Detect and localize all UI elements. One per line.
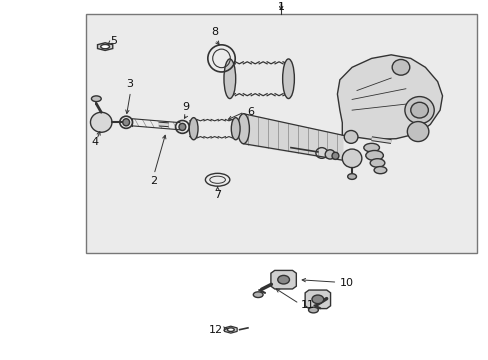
Polygon shape — [224, 326, 237, 333]
Ellipse shape — [347, 174, 356, 179]
Ellipse shape — [365, 150, 383, 161]
Text: 1: 1 — [277, 2, 284, 12]
Polygon shape — [97, 43, 113, 50]
Ellipse shape — [277, 275, 289, 284]
Text: 10: 10 — [339, 278, 353, 288]
Ellipse shape — [308, 307, 318, 313]
Polygon shape — [270, 270, 296, 289]
Text: 11: 11 — [300, 300, 314, 310]
Polygon shape — [305, 290, 330, 309]
Ellipse shape — [311, 295, 323, 303]
Ellipse shape — [253, 292, 263, 297]
Ellipse shape — [237, 114, 249, 144]
Ellipse shape — [179, 123, 185, 130]
Text: 6: 6 — [246, 107, 253, 117]
Ellipse shape — [404, 96, 433, 124]
Text: 12: 12 — [208, 325, 222, 335]
Text: 8: 8 — [211, 27, 218, 37]
Ellipse shape — [342, 149, 361, 168]
Ellipse shape — [231, 118, 240, 140]
Ellipse shape — [407, 122, 428, 141]
Ellipse shape — [410, 102, 427, 118]
FancyBboxPatch shape — [85, 14, 476, 253]
Ellipse shape — [325, 150, 334, 159]
Ellipse shape — [189, 118, 198, 140]
Text: 9: 9 — [182, 102, 189, 112]
Ellipse shape — [391, 59, 409, 75]
Ellipse shape — [344, 130, 357, 143]
Text: 7: 7 — [214, 190, 221, 201]
Ellipse shape — [227, 328, 234, 332]
Ellipse shape — [101, 45, 109, 49]
Ellipse shape — [373, 167, 386, 174]
Ellipse shape — [363, 143, 379, 152]
Ellipse shape — [91, 96, 101, 102]
Ellipse shape — [369, 159, 384, 167]
Text: 5: 5 — [110, 36, 117, 46]
Ellipse shape — [331, 152, 338, 159]
Ellipse shape — [122, 119, 129, 126]
Ellipse shape — [224, 59, 235, 99]
Ellipse shape — [282, 59, 294, 99]
Ellipse shape — [90, 112, 112, 132]
Polygon shape — [337, 55, 442, 139]
Text: 2: 2 — [150, 176, 157, 186]
Text: 4: 4 — [92, 137, 99, 147]
Text: 3: 3 — [126, 79, 133, 89]
